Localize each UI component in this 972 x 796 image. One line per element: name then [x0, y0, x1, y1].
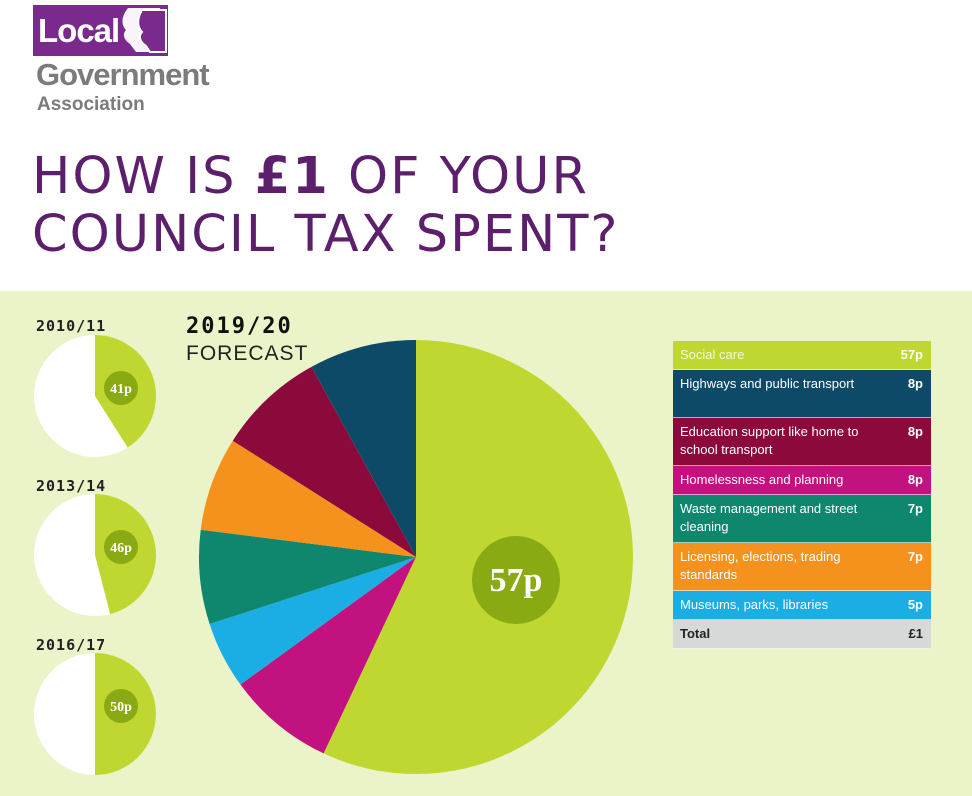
small-pie-badge-3 — [104, 689, 138, 723]
pie-slice-4 — [240, 557, 416, 754]
slice-label-badge — [472, 536, 560, 624]
legend-row-label: Education support like home to school tr… — [680, 424, 859, 457]
legend-row-value: 8p — [907, 472, 923, 487]
legend-table: Social care 57p Highways and public transp… — [673, 341, 931, 649]
logo-text-government: Government — [36, 57, 210, 92]
legend-row: Waste management and street cleaning 7p — [673, 495, 931, 543]
logo-text-association: Association — [37, 94, 145, 115]
pie-slice-3 — [232, 366, 416, 557]
pie-slice-6 — [200, 440, 416, 557]
small-chart-year-1: 2010/11 — [36, 317, 107, 335]
legend-total-row: Total £1 — [673, 620, 931, 649]
title-line2: COUNCIL TAX SPENT? — [32, 205, 620, 264]
logo-text-local: Local — [38, 12, 120, 49]
legend-row-label: Social care — [680, 347, 745, 362]
legend-row-value: 7p — [907, 501, 923, 516]
pie-slice-5 — [198, 529, 416, 625]
legend-row-value: 8p — [907, 376, 923, 391]
legend-row-label: Homelessness and planning — [680, 472, 844, 487]
small-pie-badge-2 — [104, 530, 138, 564]
main-slice-label: 57p — [490, 562, 543, 599]
legend-row-label: Licensing, elections, trading standards — [680, 549, 841, 582]
legend-total-label: Total — [680, 626, 711, 641]
legend-row-value: 8p — [907, 424, 923, 439]
small-pie-label-3: 50p — [110, 700, 132, 715]
small-pie-label-2: 46p — [110, 541, 132, 556]
small-chart-year-3: 2016/17 — [36, 636, 107, 654]
title-part2: OF YOUR — [329, 147, 589, 206]
pie-slice-2 — [311, 340, 416, 557]
main-chart-subtitle: FORECAST — [186, 342, 309, 365]
title-part1: HOW IS — [32, 147, 255, 206]
page-title: HOW IS £1 OF YOUR COUNCIL TAX SPENT? — [32, 148, 619, 264]
small-chart-year-2: 2013/14 — [36, 477, 107, 495]
legend-row-label: Museums, parks, libraries — [680, 597, 829, 612]
legend-row: Social care 57p — [673, 341, 931, 370]
legend-row: Museums, parks, libraries 5p — [673, 591, 931, 620]
title-amount: £1 — [254, 147, 330, 206]
small-pie-badge-1 — [104, 371, 138, 405]
legend-row-value: 5p — [907, 597, 923, 612]
legend-total-value: £1 — [908, 626, 923, 641]
legend-row: Education support like home to school tr… — [673, 418, 931, 466]
legend-row-label: Waste management and street cleaning — [680, 501, 858, 534]
small-pie-label-1: 41p — [110, 382, 132, 397]
legend-row-label: Highways and public transport — [680, 376, 855, 391]
pie-slice-1 — [323, 340, 633, 775]
legend-row-value: 57p — [900, 347, 923, 362]
legend-row: Homelessness and planning 8p — [673, 466, 931, 495]
pie-slice-7 — [209, 557, 416, 685]
legend-row-value: 7p — [907, 549, 923, 564]
main-chart-year: 2019/20 — [186, 314, 293, 339]
legend-row: Licensing, elections, trading standards 7… — [673, 543, 931, 591]
legend-row: Highways and public transport 8p — [673, 370, 931, 418]
